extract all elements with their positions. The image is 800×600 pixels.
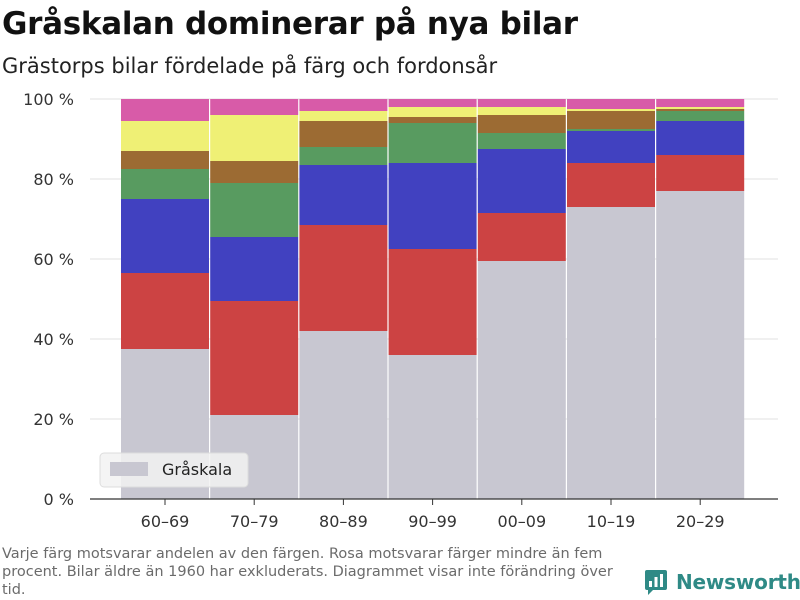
- bar-segment: [121, 169, 209, 199]
- bar-segment: [567, 207, 655, 499]
- legend-swatch: [110, 462, 148, 476]
- legend-box: [99, 452, 249, 488]
- bar-segment: [121, 151, 209, 169]
- x-tick-label: 10–19: [587, 512, 636, 531]
- bar-segment: [567, 109, 655, 111]
- y-tick-label: 100 %: [23, 90, 74, 109]
- bar-segment: [299, 99, 388, 111]
- y-tick-label: 60 %: [33, 250, 74, 269]
- bar-segment: [388, 249, 477, 355]
- bar-segment: [477, 261, 566, 499]
- bar-segment: [656, 191, 745, 499]
- brand-name: Newsworthy: [676, 570, 800, 594]
- bar-segment: [299, 225, 388, 331]
- bar-segment: [210, 161, 299, 183]
- bar-segment: [121, 99, 209, 121]
- bar-segment: [299, 147, 388, 165]
- chart-subtitle: Grästorps bilar fördelade på färg och fo…: [2, 54, 498, 78]
- bar-segment: [656, 99, 745, 107]
- bar-segment: [210, 115, 299, 161]
- bar-segment: [656, 111, 745, 121]
- legend-label: Gråskala: [162, 460, 232, 479]
- x-tick-label: 80–89: [319, 512, 368, 531]
- bar-segment: [477, 115, 566, 133]
- stacked-bar-chart: 0 % 20 % 40 % 60 % 80 % 100 % 60–69 70–79 80–89…: [23, 90, 778, 531]
- x-tick-label: 60–69: [141, 512, 190, 531]
- x-tick-label: 20–29: [676, 512, 725, 531]
- bar-segment: [299, 121, 388, 147]
- chart-title: Gråskalan dominerar på nya bilar: [2, 6, 578, 42]
- y-axis-ticks: 0 % 20 % 40 % 60 % 80 % 100 %: [23, 90, 74, 509]
- bar-segment: [477, 107, 566, 115]
- bar-segment: [299, 165, 388, 225]
- x-axis-ticks: 60–69 70–79 80–89 90–99 00–09 10–19 20–29: [141, 499, 725, 531]
- bar-segment: [388, 107, 477, 117]
- bar-segment: [121, 199, 209, 273]
- bar-segment: [567, 129, 655, 131]
- x-tick-label: 00–09: [497, 512, 546, 531]
- brand-logo: Newsworthy: [644, 568, 800, 596]
- x-tick-label: 90–99: [408, 512, 457, 531]
- y-tick-label: 20 %: [33, 410, 74, 429]
- bar-segment: [567, 99, 655, 109]
- bar-segment: [477, 99, 566, 107]
- bar-segment: [567, 111, 655, 129]
- bar-segment: [299, 111, 388, 121]
- legend: Gråskala: [99, 452, 249, 488]
- bar-segment: [477, 213, 566, 261]
- bar-segment: [388, 123, 477, 163]
- bar-segment: [388, 163, 477, 249]
- y-tick-label: 40 %: [33, 330, 74, 349]
- bar-chart-logo-icon: [645, 570, 667, 595]
- bar-segment: [477, 133, 566, 149]
- bar-segment: [121, 273, 209, 349]
- bar-segment: [567, 163, 655, 207]
- bar-segment: [477, 149, 566, 213]
- footnote: Varje färg motsvarar andelen av den färg…: [2, 546, 613, 598]
- bar-segment: [210, 99, 299, 115]
- y-tick-label: 0 %: [44, 490, 74, 509]
- bar-segment: [210, 301, 299, 415]
- bar-segment: [210, 183, 299, 237]
- bar-segment: [299, 331, 388, 499]
- bar-segment: [567, 131, 655, 163]
- x-tick-label: 70–79: [230, 512, 279, 531]
- bar-segment: [121, 121, 209, 151]
- bar-segment: [656, 109, 745, 111]
- bar-segment: [210, 237, 299, 301]
- bar-segment: [656, 121, 745, 155]
- bar-segment: [656, 107, 745, 109]
- bar-segment: [656, 155, 745, 191]
- bars: [121, 99, 745, 499]
- bar-segment: [388, 355, 477, 499]
- bar-segment: [388, 99, 477, 107]
- y-tick-label: 80 %: [33, 170, 74, 189]
- bar-segment: [388, 117, 477, 123]
